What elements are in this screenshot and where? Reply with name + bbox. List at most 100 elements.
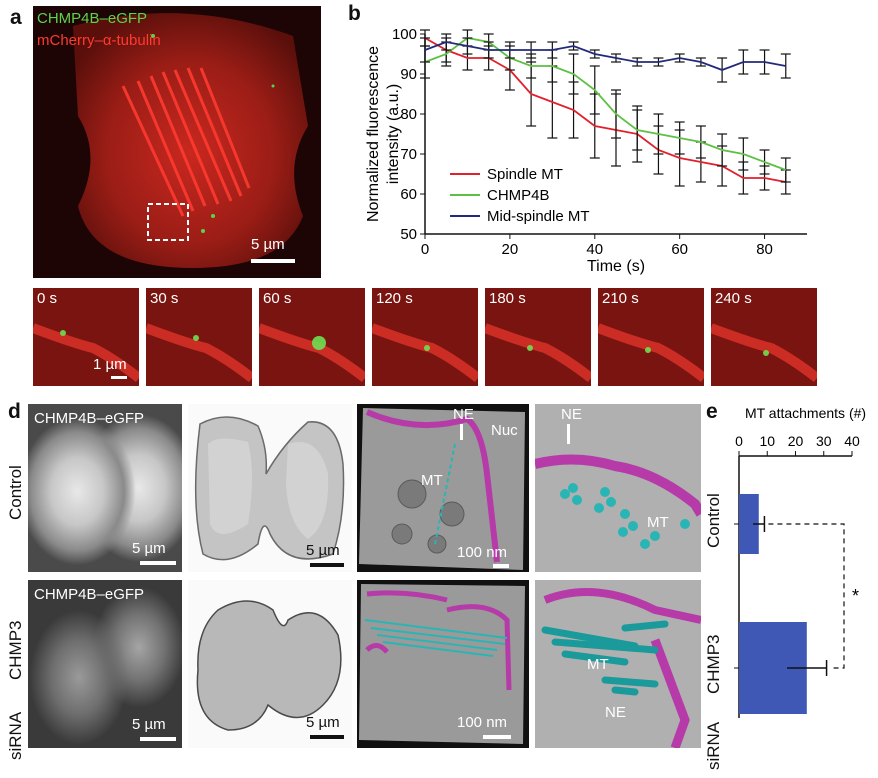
scale-bar-em-control (310, 563, 344, 567)
timelapse-frame: 60 s (259, 288, 365, 386)
legend-label-spindle-mt: Spindle MT (487, 166, 563, 183)
label-ne-tomo: NE (453, 406, 474, 423)
sirna-gfp-image: CHMP4B–eGFP 5 µm (28, 580, 182, 748)
label-mcherry-tubulin: mCherry–α-tubulin (37, 32, 161, 49)
legend-label-mid-spindle-mt: Mid-spindle MT (487, 208, 590, 225)
scale-bar-gfp-control (140, 561, 176, 565)
significance-bracket (768, 523, 845, 669)
bar-chart-title: MT attachments (#) (745, 405, 866, 421)
time-label: 180 s (489, 290, 526, 307)
panel-b-letter: b (348, 2, 361, 25)
panel-a-letter: a (10, 6, 22, 29)
scale-bar-tomo-control (493, 564, 509, 568)
x-tick-label: 20 (788, 433, 804, 449)
y-tick-label: 80 (400, 106, 417, 123)
arrow-ne-model (567, 424, 570, 444)
row-label-control: Control (6, 465, 25, 520)
scale-bar-1um (111, 376, 127, 379)
scale-label-em-sirna: 5 µm (306, 714, 340, 731)
x-tick-label: 20 (502, 241, 519, 258)
arrow-ne-tomo (460, 424, 463, 440)
bar-control (739, 494, 759, 554)
label-mt-tomo: MT (421, 472, 443, 489)
scale-label-tomo-sirna: 100 nm (457, 714, 508, 731)
y-tick-label: 70 (400, 146, 417, 163)
inset-box (147, 203, 189, 241)
y-tick-label: 60 (400, 186, 417, 203)
label-mt-model-sirna: MT (587, 656, 609, 673)
panel-d-letter: d (8, 400, 21, 423)
x-tick-label: 0 (421, 241, 429, 258)
timelapse-image (372, 288, 478, 386)
panel-e-letter: e (706, 400, 718, 423)
control-em-image: 5 µm (188, 404, 352, 572)
x-axis-label: Time (s) (587, 258, 645, 275)
series-line-chmp4b (424, 37, 787, 171)
scale-label-a: 5 µm (251, 236, 285, 253)
panel-a-main-image: CHMP4B–eGFP mCherry–α-tubulin 5 µm (33, 6, 321, 278)
timelapse-frame: 0 s 1 µm (33, 288, 139, 386)
timelapse-image (598, 288, 704, 386)
timelapse-image (485, 288, 591, 386)
legend-label-chmp4b: CHMP4B (487, 187, 550, 204)
label-nuc: Nuc (491, 422, 518, 439)
label-chmp4b-egfp: CHMP4B–eGFP (37, 10, 148, 27)
x-tick-label: 30 (816, 433, 832, 449)
time-label: 60 s (263, 290, 292, 307)
fluorescence-line-chart: 50 60 70 80 90 100 0 20 40 60 80 Time (s) Normalized… (365, 26, 807, 275)
time-label: 210 s (602, 290, 639, 307)
time-label: 0 s (37, 290, 58, 307)
scale-bar-tomo-sirna (483, 735, 511, 739)
series-line-spindle-mt (424, 37, 786, 183)
label-ne-model-sirna: NE (605, 704, 626, 721)
timelapse-frame: 180 s (485, 288, 591, 386)
series-line-mid-spindle-mt (424, 41, 786, 71)
timelapse-image (259, 288, 365, 386)
bar-label-control: Control (704, 493, 723, 548)
row-label-sirna: siRNA (6, 711, 25, 760)
scale-label-tomo-control: 100 nm (457, 544, 508, 561)
row-label-chmp3: CHMP3 (6, 620, 25, 680)
x-tick-label: 10 (759, 433, 775, 449)
x-tick-label: 80 (756, 241, 773, 258)
bar-label-chmp3: CHMP3 (704, 634, 723, 694)
timelapse-frame: 210 s (598, 288, 704, 386)
sirna-model-image: MT NE (535, 580, 701, 748)
scale-bar-a (251, 259, 295, 263)
y-tick-label: 90 (400, 66, 417, 83)
scale-label-gfp-control: 5 µm (132, 540, 166, 557)
significance-star: * (852, 586, 859, 606)
x-tick-label: 40 (586, 241, 603, 258)
y-tick-label: 100 (392, 26, 417, 43)
timelapse-frame: 30 s (146, 288, 252, 386)
timelapse-frame: 120 s (372, 288, 478, 386)
spindle-micrograph (33, 6, 321, 278)
label-ne-model: NE (561, 406, 582, 423)
y-tick-label: 50 (400, 226, 417, 243)
scale-bar-em-sirna (310, 735, 344, 739)
control-model-image: NE MT (535, 404, 701, 572)
label-mt-model: MT (647, 514, 669, 531)
control-gfp-image: CHMP4B–eGFP 5 µm (28, 404, 182, 572)
scale-label-em-control: 5 µm (306, 542, 340, 559)
control-tomogram-image: NE Nuc MT 100 nm (357, 404, 529, 572)
timelapse-image (146, 288, 252, 386)
x-tick-label: 0 (735, 433, 743, 449)
mt-attachments-bar-chart: MT attachments (#)0 10 20 30 40 * (734, 405, 866, 718)
x-tick-label: 40 (844, 433, 860, 449)
sirna-tomogram-image: 100 nm (357, 580, 529, 748)
timelapse-image (711, 288, 817, 386)
x-tick-label: 60 (671, 241, 688, 258)
time-label: 240 s (715, 290, 752, 307)
scale-label-gfp-sirna: 5 µm (132, 716, 166, 733)
label-gfp-control: CHMP4B–eGFP (34, 410, 145, 427)
time-label: 30 s (150, 290, 179, 307)
sirna-em-image: 5 µm (188, 580, 352, 748)
y-axis-label: intensity (a.u.) (385, 84, 402, 184)
scale-label-1um: 1 µm (93, 356, 127, 373)
timelapse-image (33, 288, 139, 386)
timelapse-frame: 240 s (711, 288, 817, 386)
label-gfp-sirna: CHMP4B–eGFP (34, 586, 145, 603)
bar-label-sirna: siRNA (704, 721, 723, 770)
y-axis-label: Normalized fluorescence (365, 46, 382, 222)
